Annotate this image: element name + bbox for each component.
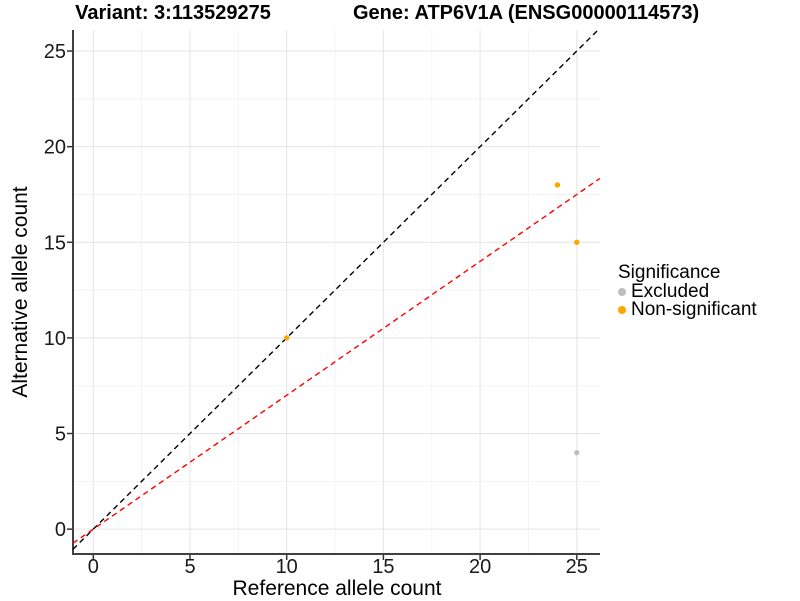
x-tick-label: 20	[469, 556, 491, 578]
legend-entry-non-significant: Non-significant	[618, 299, 757, 320]
data-point-non-significant	[574, 239, 580, 245]
non-significant-dot-icon	[618, 306, 626, 314]
y-tick-label: 25	[44, 41, 66, 63]
x-tick-label: 15	[372, 556, 394, 578]
x-tick-label: 0	[88, 556, 99, 578]
legend-entry-excluded: Excluded	[618, 281, 757, 302]
y-tick-label: 15	[44, 232, 66, 254]
y-tick-label: 10	[44, 328, 66, 350]
y-tick-label: 0	[55, 519, 66, 541]
plot-title-variant: Variant: 3:113529275	[75, 2, 271, 24]
y-axis-title: Alternative allele count	[9, 186, 32, 398]
y-tick-label: 20	[44, 137, 66, 159]
x-tick-label: 10	[276, 556, 298, 578]
data-point-non-significant	[284, 335, 290, 341]
legend-title: Significance	[618, 262, 721, 283]
legend: Significance Excluded Non-significant	[618, 262, 757, 319]
plot-title-gene: Gene: ATP6V1A (ENSG00000114573)	[353, 2, 700, 24]
legend-label-excluded: Excluded	[631, 281, 710, 302]
expected-ratio-line	[72, 177, 601, 544]
x-tick-label: 25	[566, 556, 588, 578]
x-axis-title: Reference allele count	[232, 577, 442, 600]
excluded-dot-icon	[618, 288, 626, 296]
x-tick-label: 5	[184, 556, 195, 578]
legend-label-non-significant: Non-significant	[631, 299, 757, 320]
data-point-non-significant	[554, 182, 561, 188]
y-tick-label: 5	[55, 424, 66, 446]
data-point-excluded	[574, 449, 580, 456]
